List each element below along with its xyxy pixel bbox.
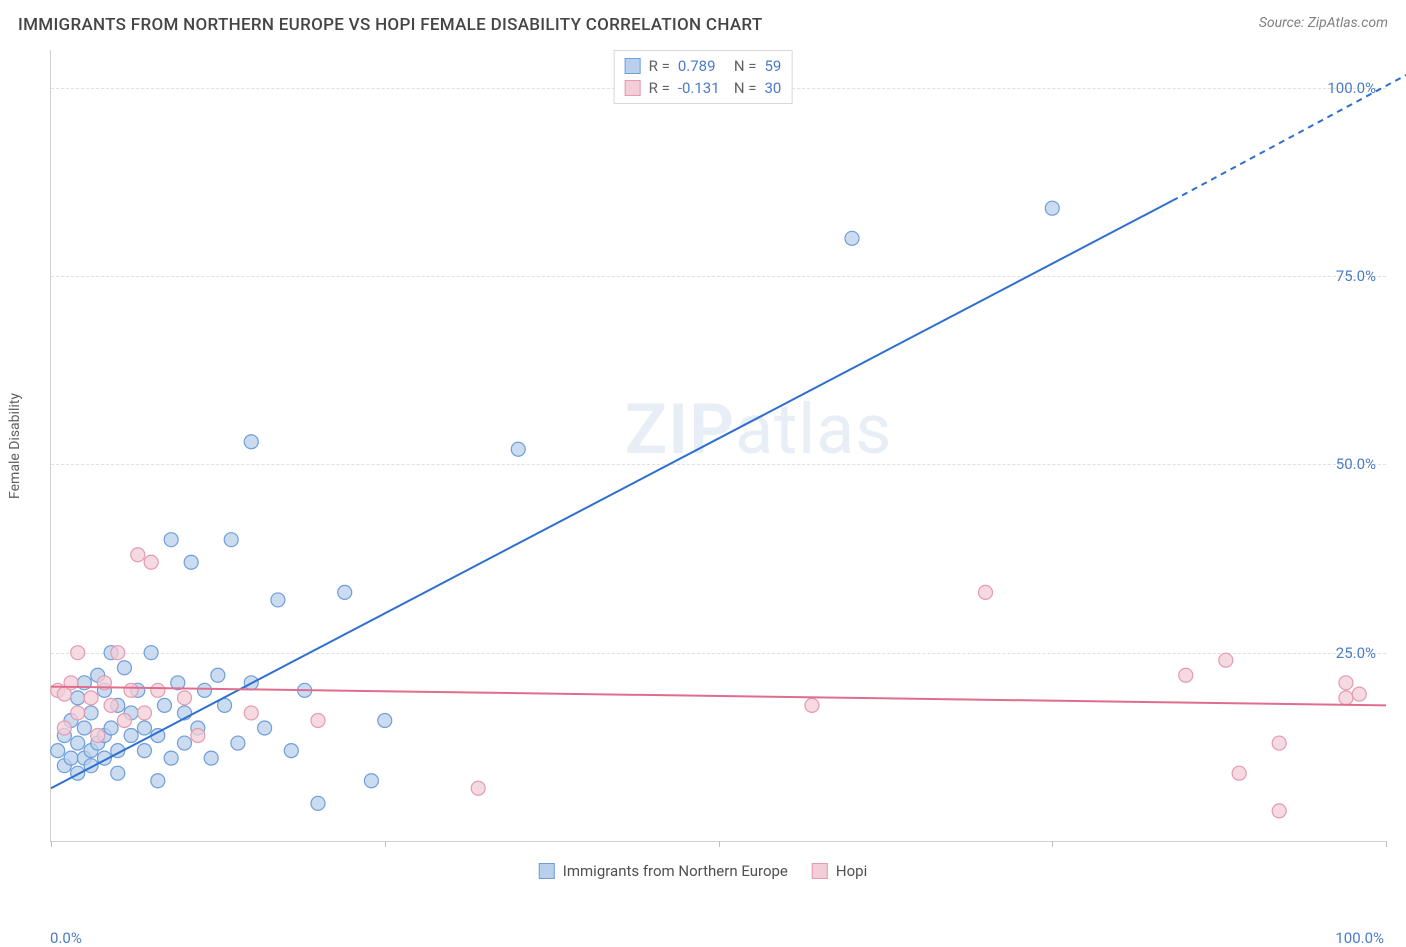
swatch-series-0 [625,58,641,74]
scatter-point [151,774,165,788]
legend-item-series-1: Hopi [812,862,867,880]
scatter-point [137,744,151,758]
scatter-point [979,585,993,599]
regression-line-extrapolated [1172,50,1406,201]
scatter-point [1179,668,1193,682]
scatter-point [244,435,258,449]
scatter-point [137,721,151,735]
scatter-point [1352,687,1366,701]
x-tick [385,841,386,847]
scatter-point [144,555,158,569]
n-value-0: 59 [764,57,781,75]
scatter-point [71,736,85,750]
scatter-point [84,706,98,720]
scatter-point [198,683,212,697]
scatter-point [311,796,325,810]
scatter-point [104,721,118,735]
series-legend: Immigrants from Northern Europe Hopi [539,862,867,880]
scatter-point [157,698,171,712]
r-value-1: -0.131 [678,79,726,97]
x-tick [719,841,720,847]
scatter-point [64,751,78,765]
scatter-point [1045,201,1059,215]
scatter-point [104,698,118,712]
scatter-point [117,661,131,675]
scatter-point [311,713,325,727]
scatter-point [57,721,71,735]
scatter-point [378,713,392,727]
scatter-point [84,691,98,705]
y-axis-label: Female Disability [7,393,23,499]
swatch-bottom-0 [539,863,555,879]
swatch-series-1 [625,80,641,96]
header: IMMIGRANTS FROM NORTHERN EUROPE VS HOPI … [18,15,1388,35]
swatch-bottom-1 [812,863,828,879]
series-name-0: Immigrants from Northern Europe [563,862,788,880]
source-attribution: Source: ZipAtlas.com [1259,15,1388,31]
scatter-point [71,646,85,660]
scatter-point [178,691,192,705]
scatter-point [805,698,819,712]
scatter-point [124,729,138,743]
scatter-point [364,774,378,788]
scatter-point [178,736,192,750]
scatter-point [204,751,218,765]
scatter-point [77,721,91,735]
x-tick [1052,841,1053,847]
scatter-point [271,593,285,607]
scatter-point [231,736,245,750]
chart-plot-area: ZIPatlas 25.0%50.0%75.0%100.0% [50,50,1386,842]
scatter-point [164,533,178,547]
scatter-point [111,646,125,660]
n-value-1: 30 [764,79,781,97]
scatter-point [471,781,485,795]
scatter-point [124,683,138,697]
scatter-point [224,533,238,547]
scatter-point [117,713,131,727]
legend-row-series-1: R = -0.131 N = 30 [625,77,782,99]
scatter-point [184,555,198,569]
scatter-point [151,683,165,697]
scatter-point [191,729,205,743]
scatter-point [338,585,352,599]
x-tick-min: 0.0% [50,929,82,947]
x-tick [1386,841,1387,847]
scatter-point [144,646,158,660]
scatter-point [71,691,85,705]
scatter-point [1272,804,1286,818]
scatter-svg [51,50,1386,841]
scatter-point [1219,653,1233,667]
x-tick [51,841,52,847]
scatter-point [211,668,225,682]
scatter-point [511,442,525,456]
scatter-point [284,744,298,758]
scatter-point [1339,691,1353,705]
scatter-point [244,706,258,720]
series-name-1: Hopi [836,862,867,880]
x-tick-max: 100.0% [1335,929,1384,947]
scatter-point [91,729,105,743]
regression-line [51,687,1386,706]
chart-title: IMMIGRANTS FROM NORTHERN EUROPE VS HOPI … [18,15,763,35]
scatter-point [137,706,151,720]
scatter-point [71,706,85,720]
scatter-point [1272,736,1286,750]
scatter-point [258,721,272,735]
correlation-legend: R = 0.789 N = 59 R = -0.131 N = 30 [614,50,793,104]
scatter-point [51,744,65,758]
scatter-point [1339,676,1353,690]
scatter-point [1232,766,1246,780]
legend-row-series-0: R = 0.789 N = 59 [625,55,782,77]
scatter-point [164,751,178,765]
r-value-0: 0.789 [678,57,726,75]
scatter-point [131,548,145,562]
legend-item-series-0: Immigrants from Northern Europe [539,862,788,880]
scatter-point [111,766,125,780]
scatter-point [845,231,859,245]
